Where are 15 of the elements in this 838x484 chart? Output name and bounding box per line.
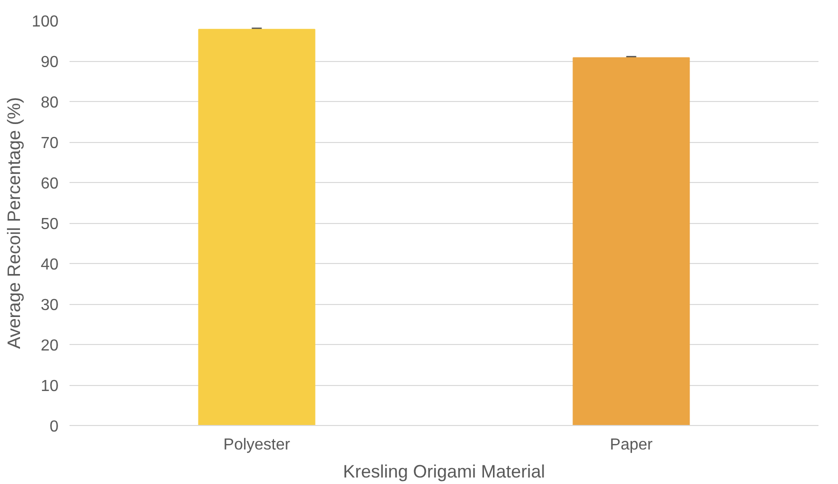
x-tick-label: Polyester bbox=[223, 436, 291, 454]
y-tick-label: 50 bbox=[40, 216, 59, 233]
y-tick-label: 100 bbox=[32, 14, 59, 30]
y-tick-label: 40 bbox=[40, 256, 59, 274]
y-axis-title: Average Recoil Percentage (%) bbox=[4, 97, 24, 349]
x-tick-label: Paper bbox=[610, 436, 654, 454]
y-tick-label: 0 bbox=[50, 418, 59, 436]
x-axis-title: Kresling Origami Material bbox=[342, 462, 546, 482]
y-tick-label: 80 bbox=[40, 94, 59, 112]
y-tick-label: 90 bbox=[40, 54, 59, 71]
y-tick-label: 30 bbox=[40, 297, 59, 314]
y-tick-label: 60 bbox=[40, 176, 59, 192]
y-tick-label: 10 bbox=[40, 378, 59, 395]
y-tick-label: 20 bbox=[40, 338, 59, 354]
y-tick-label: 70 bbox=[40, 135, 59, 152]
